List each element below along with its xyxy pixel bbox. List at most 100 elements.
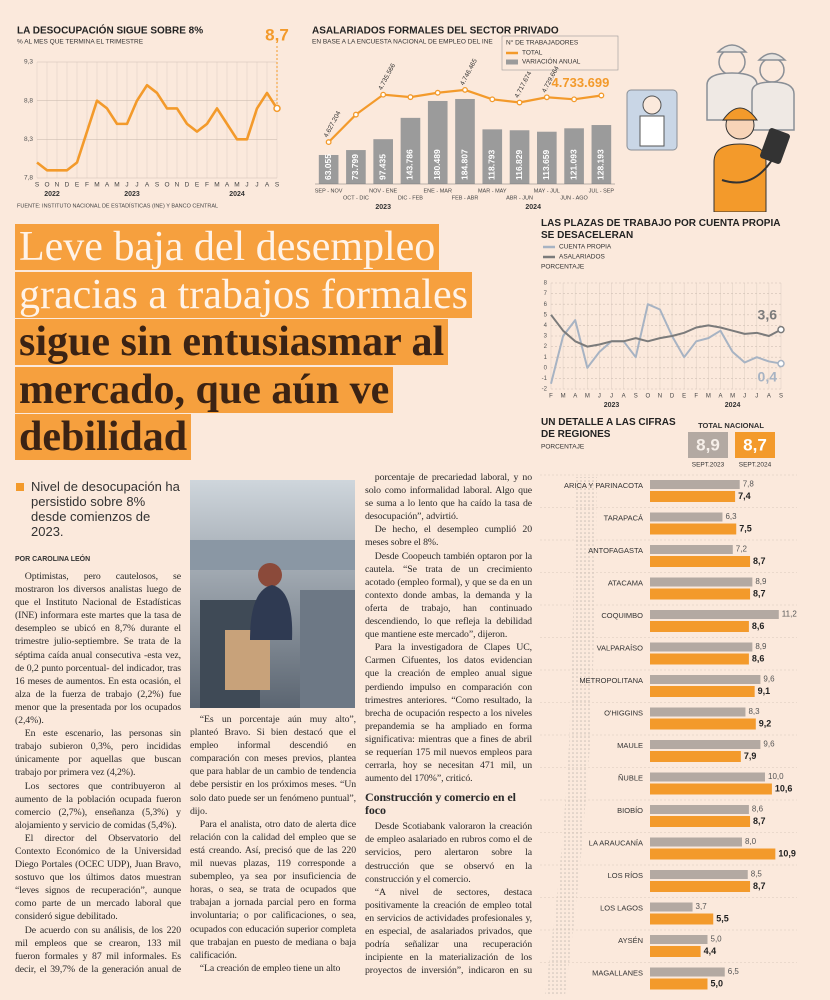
point-marker bbox=[489, 96, 496, 103]
data-label: 8,7 bbox=[265, 25, 289, 44]
x-tick-label: J bbox=[135, 182, 138, 189]
x-tick-label: J bbox=[755, 394, 758, 400]
x-tick-label: M bbox=[114, 182, 119, 189]
x-tick-label: N bbox=[175, 182, 180, 189]
bar-label: 8,0 bbox=[745, 837, 757, 846]
x-tick-label: S bbox=[35, 182, 40, 189]
x-tick-label: F bbox=[549, 394, 553, 400]
y-tick-label: 8 bbox=[544, 281, 548, 287]
y-tick-label: 7 bbox=[544, 291, 548, 297]
bar bbox=[318, 154, 339, 184]
x-tick-label: J bbox=[743, 394, 746, 400]
bar-label: 7,9 bbox=[744, 751, 757, 761]
point-marker bbox=[516, 99, 523, 106]
bar-label: 10,0 bbox=[768, 772, 784, 781]
x-tick-label: M bbox=[561, 394, 566, 400]
x-tick-label: OCT - DIC bbox=[343, 195, 369, 201]
bar-label: 143.786 bbox=[405, 149, 415, 180]
x-tick-label: A bbox=[718, 394, 722, 400]
x-tick-label: J bbox=[598, 394, 601, 400]
bar bbox=[650, 913, 714, 925]
paragraph: En este escenario, las personas sin trab… bbox=[15, 728, 181, 779]
headline: Leve baja del desempleo gracias a trabaj… bbox=[15, 224, 497, 462]
x-tick-label: FEB - ABR bbox=[452, 195, 479, 201]
data-label: 4.735.566 bbox=[377, 62, 397, 91]
data-label: 4.627.204 bbox=[323, 110, 343, 139]
y-tick-label: 8,8 bbox=[24, 97, 33, 104]
x-group-label: 2023 bbox=[604, 402, 620, 409]
bar-label: 63.055 bbox=[323, 154, 333, 180]
legend-title: N° DE TRABAJADORES bbox=[506, 39, 579, 47]
x-tick-label: A bbox=[145, 182, 150, 189]
point-marker bbox=[380, 91, 387, 98]
point-marker bbox=[407, 94, 414, 101]
x-tick-label: J bbox=[610, 394, 613, 400]
total-box bbox=[735, 432, 775, 458]
bar-label: 73.799 bbox=[350, 154, 360, 180]
bar-label: 5,5 bbox=[716, 913, 729, 923]
formal-employees-chart: ASALARIADOS FORMALES DEL SECTOR PRIVADO E… bbox=[312, 26, 619, 211]
category-label: VALPARAÍSO bbox=[597, 643, 644, 652]
bar-label: 8,6 bbox=[752, 653, 765, 663]
bar-label: 5,0 bbox=[711, 978, 724, 988]
paragraph: “La creación de empleo tiene un alto bbox=[199, 962, 341, 974]
x-tick-label: F bbox=[85, 182, 89, 189]
bar bbox=[650, 870, 748, 879]
article-column: Optimistas, pero cautelosos, se mostraro… bbox=[15, 570, 181, 975]
x-tick-label: MAR - MAY bbox=[478, 188, 507, 194]
point-marker bbox=[325, 139, 332, 146]
data-line bbox=[36, 83, 279, 172]
article-column: “Es un porcentaje aún muy alto”, planteó… bbox=[190, 713, 356, 975]
bar-label: 97.435 bbox=[377, 154, 387, 180]
bar bbox=[650, 816, 751, 827]
bar-label: 7,8 bbox=[743, 480, 755, 489]
x-tick-label: JUL - SEP bbox=[589, 188, 615, 194]
category-label: MAGALLANES bbox=[592, 968, 643, 977]
bar-label: 7,2 bbox=[736, 545, 748, 554]
bar bbox=[400, 117, 421, 184]
point-marker bbox=[777, 359, 785, 368]
bar-label: 9,6 bbox=[763, 675, 775, 684]
article-column: porcentaje de precariedad laboral, y no … bbox=[365, 471, 532, 976]
point-marker bbox=[352, 111, 359, 118]
paragraph: Desde Scotiabank valoraron la creación d… bbox=[365, 821, 532, 885]
point-marker bbox=[598, 92, 605, 99]
bar-label: 10,6 bbox=[775, 783, 793, 793]
category-label: BIOBÍO bbox=[617, 806, 643, 815]
category-label: ÑUBLE bbox=[618, 773, 643, 782]
chart-subtitle: PORCENTAJE bbox=[541, 444, 585, 451]
headline-bold: sigue sin entusiasmar al mercado, que aú… bbox=[15, 319, 449, 460]
illustration bbox=[626, 44, 795, 212]
x-tick-label: J bbox=[245, 182, 248, 189]
data-label: 3,6 bbox=[758, 306, 778, 322]
bar bbox=[650, 523, 737, 535]
bar-label: 4,4 bbox=[704, 946, 717, 956]
bar-label: 8,6 bbox=[752, 621, 765, 631]
category-label: LOS RÍOS bbox=[608, 871, 643, 880]
legend-label: SEPT.2024 bbox=[739, 462, 772, 469]
bar bbox=[373, 139, 393, 184]
x-tick-label: NOV - ENE bbox=[369, 188, 397, 194]
bar-label: 11,2 bbox=[782, 610, 798, 619]
y-tick-label: 1 bbox=[544, 355, 548, 361]
self-employment-chart: PORCENTAJE -2 -1 0 1 2 3 4 5 6 7 8 F M A M J J A S O N D E F M A M J… bbox=[541, 244, 785, 409]
bar bbox=[650, 881, 751, 892]
bar-label: 8,7 bbox=[753, 588, 766, 598]
x-tick-label: S bbox=[634, 394, 638, 400]
bar-label: 9,2 bbox=[759, 718, 772, 728]
category-label: ARICA Y PARINACOTA bbox=[564, 481, 643, 490]
bar bbox=[650, 783, 772, 795]
y-tick-label: 6 bbox=[544, 302, 548, 308]
category-label: LA ARAUCANÍA bbox=[589, 838, 643, 847]
category-label: O'HIGGINS bbox=[604, 708, 643, 717]
category-label: METROPOLITANA bbox=[579, 676, 643, 685]
bar bbox=[650, 545, 733, 554]
x-tick-label: J bbox=[255, 182, 258, 189]
x-tick-label: M bbox=[706, 394, 711, 400]
paragraph: porcentaje de precariedad laboral, y no … bbox=[365, 472, 532, 523]
x-tick-label: A bbox=[105, 182, 110, 189]
bar-label: 184.807 bbox=[459, 149, 469, 180]
x-tick-label: JUN - AGO bbox=[560, 195, 588, 201]
total-box bbox=[688, 432, 728, 458]
